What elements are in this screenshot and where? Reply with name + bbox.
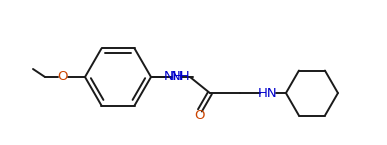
Text: HN: HN: [258, 87, 278, 100]
Text: NH: NH: [164, 70, 184, 84]
Text: NH: NH: [171, 70, 191, 84]
Text: O: O: [58, 70, 68, 84]
Text: O: O: [195, 109, 205, 122]
